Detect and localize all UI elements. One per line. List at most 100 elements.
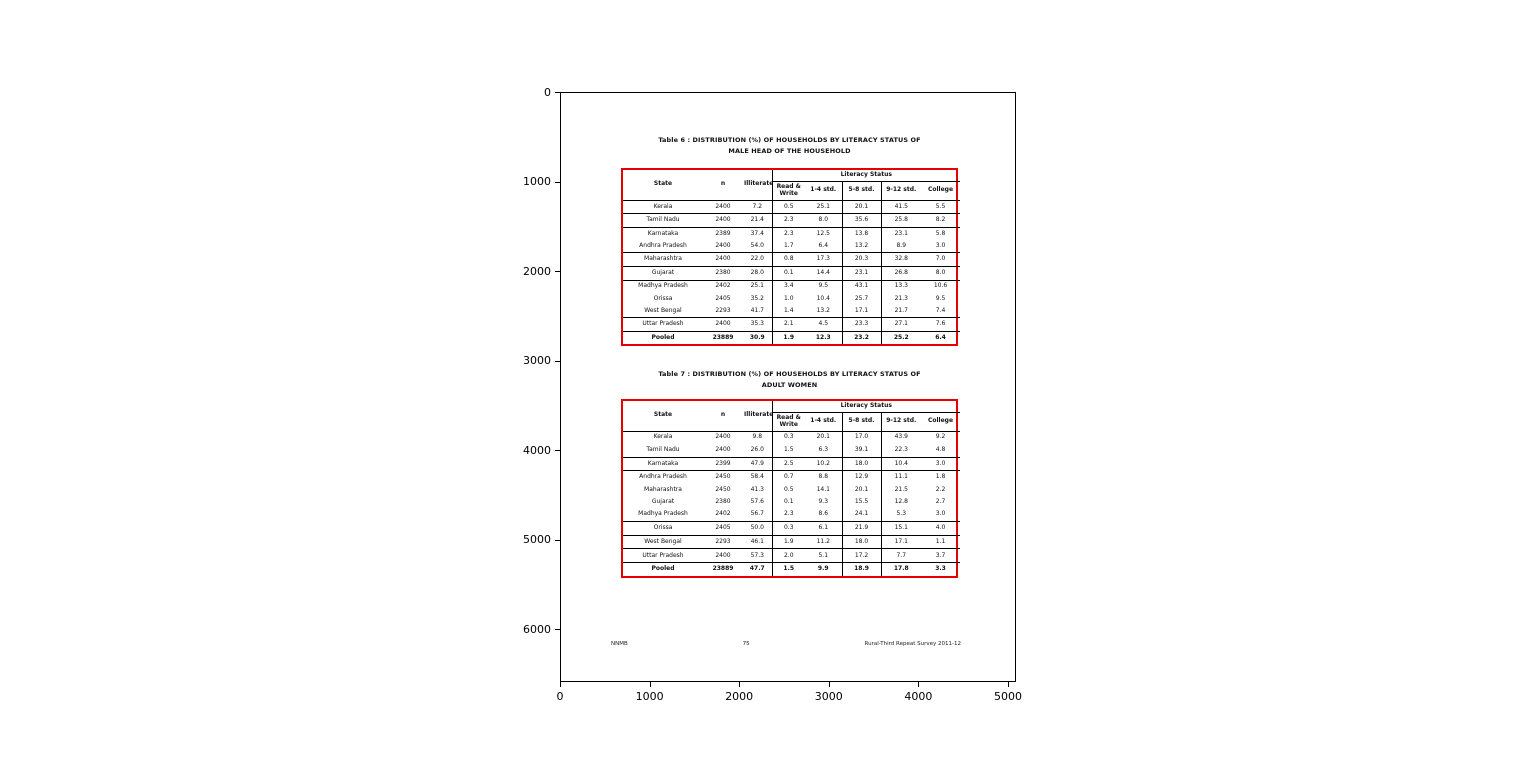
state-cell: West Bengal bbox=[623, 535, 703, 550]
value-cell: 13.2 bbox=[842, 240, 882, 254]
value-cell: 2.7 bbox=[935, 497, 946, 505]
value-cell: 2400 bbox=[703, 213, 743, 228]
value-cell: 35.6 bbox=[842, 213, 882, 228]
state-cell: Karnataka bbox=[623, 457, 703, 472]
table-row: Gujarat 2380 28.0 0.1 14.4 23.1 26.8 8.0 bbox=[623, 266, 961, 281]
value-cell: 1.7 bbox=[772, 240, 805, 254]
value-cell: 12.5 bbox=[805, 227, 843, 241]
y-tick-mark bbox=[555, 450, 560, 451]
state-cell: Madhya Pradesh bbox=[638, 282, 688, 290]
value-cell: 6.3 bbox=[805, 444, 843, 458]
value-cell: 8.0 bbox=[921, 266, 961, 281]
y-tick-mark bbox=[555, 539, 560, 541]
value-cell: 41.7 bbox=[743, 304, 773, 318]
value-cell: 2293 bbox=[703, 535, 743, 550]
table-row: Madhya Pradesh 2402 56.7 2.3 8.6 24.1 5.3 3.0 bbox=[623, 508, 961, 522]
value-cell: 2399 bbox=[703, 457, 743, 472]
value-cell: 3.4 bbox=[783, 282, 794, 290]
state-cell: Maharashtra bbox=[623, 252, 703, 267]
state-cell: Uttar Pradesh bbox=[623, 548, 703, 564]
state-cell: Maharashtra bbox=[644, 485, 682, 493]
value-cell: 21.3 bbox=[894, 294, 908, 302]
value-cell: 23.1 bbox=[842, 266, 882, 281]
table-row: Andhra Pradesh 2450 58.4 0.7 8.8 12.9 11.1 1.8 bbox=[623, 470, 960, 484]
column-header: 9-12 std. bbox=[881, 412, 921, 432]
value-cell: 2.1 bbox=[772, 317, 805, 332]
value-cell: 22.0 bbox=[743, 252, 773, 267]
value-cell: 2402 bbox=[715, 282, 731, 290]
value-cell: 2.3 bbox=[783, 229, 794, 237]
table-6-literacy-male-head: State n Illiterate Literacy Status Read & Wr… bbox=[621, 168, 961, 346]
value-cell: 27.1 bbox=[881, 317, 921, 332]
column-header: Illiterate bbox=[743, 401, 773, 432]
value-cell: 9.2 bbox=[935, 433, 946, 441]
value-cell: 43.9 bbox=[894, 433, 908, 441]
column-header: State bbox=[623, 401, 703, 432]
scanned-document-page: Table 6 : DISTRIBUTION (%) OF HOUSEHOLDS… bbox=[561, 93, 1015, 681]
value-cell: 2400 bbox=[703, 252, 743, 267]
value-cell: 24.1 bbox=[842, 508, 882, 522]
x-tick-mark bbox=[1008, 682, 1009, 687]
group-header-literacy-status: Literacy Status bbox=[772, 170, 961, 182]
table-row: Karnataka 2399 47.9 2.5 10.2 18.0 10.4 3.0 bbox=[623, 457, 961, 472]
state-cell: Andhra Pradesh bbox=[623, 240, 703, 254]
value-cell: 32.8 bbox=[881, 252, 921, 267]
y-tick-label: 1000 bbox=[523, 175, 551, 188]
value-cell: 17.0 bbox=[842, 431, 882, 444]
table-row: Tamil Nadu 2400 21.4 2.3 8.0 35.6 25.8 8.2 bbox=[623, 213, 961, 228]
value-cell: 20.1 bbox=[842, 200, 882, 215]
table-row: Madhya Pradesh 2402 25.1 3.4 9.5 43.1 13.3 10.6 bbox=[623, 280, 960, 293]
y-tick-label: 0 bbox=[544, 85, 551, 99]
state-cell: Tamil Nadu bbox=[623, 444, 703, 458]
value-cell: 18.0 bbox=[842, 457, 882, 472]
y-tick-mark bbox=[555, 629, 560, 630]
value-cell: 1.8 bbox=[935, 473, 946, 481]
value-cell: 2380 bbox=[703, 266, 743, 281]
state-cell: Pooled bbox=[651, 333, 675, 341]
value-cell: 7.0 bbox=[921, 252, 961, 267]
column-header: Illiterate bbox=[743, 170, 773, 201]
value-cell: 21.4 bbox=[743, 213, 773, 228]
state-cell: Gujarat bbox=[623, 266, 703, 281]
value-cell: 13.3 bbox=[894, 282, 908, 290]
column-header: 1-4 std. bbox=[805, 412, 843, 432]
value-cell: 37.4 bbox=[743, 227, 773, 241]
x-tick-mark bbox=[918, 682, 920, 687]
value-cell: 12.3 bbox=[805, 331, 843, 344]
value-cell: 4.5 bbox=[805, 317, 843, 332]
value-cell: 47.7 bbox=[743, 562, 773, 576]
table-row: Orissa 2405 35.2 1.0 10.4 25.7 21.3 9.5 bbox=[623, 292, 960, 305]
value-cell: 2.5 bbox=[772, 457, 805, 472]
table-row: Pooled 23889 47.7 1.5 9.9 18.9 17.8 3.3 bbox=[623, 562, 960, 576]
value-cell: 21.5 bbox=[894, 485, 908, 493]
value-cell: 1.1 bbox=[921, 535, 961, 550]
y-tick-label: 2000 bbox=[523, 264, 551, 278]
value-cell: 0.5 bbox=[772, 200, 805, 215]
table-6-title: Table 6 : DISTRIBUTION (%) OF HOUSEHOLDS… bbox=[621, 135, 958, 156]
x-tick-mark bbox=[739, 682, 741, 687]
footer-org: NNMB bbox=[611, 641, 628, 647]
value-cell: 0.7 bbox=[783, 473, 794, 481]
value-cell: 8.6 bbox=[805, 508, 843, 522]
y-tick-mark bbox=[555, 271, 560, 272]
table-row: Maharashtra 2400 22.0 0.8 17.3 20.3 32.8 7.0 bbox=[623, 252, 961, 267]
value-cell: 25.8 bbox=[881, 213, 921, 228]
value-cell: 1.0 bbox=[783, 294, 794, 302]
value-cell: 10.4 bbox=[805, 292, 843, 305]
value-cell: 28.0 bbox=[743, 266, 773, 281]
value-cell: 12.8 bbox=[894, 497, 908, 505]
value-cell: 17.1 bbox=[842, 304, 882, 318]
y-tick-mark bbox=[555, 92, 560, 93]
value-cell: 12.9 bbox=[842, 470, 882, 484]
value-cell: 17.3 bbox=[805, 252, 843, 267]
data-table: State n Illiterate Literacy Status Read & Wr… bbox=[623, 401, 961, 576]
value-cell: 2400 bbox=[703, 317, 743, 332]
value-cell: 15.5 bbox=[842, 496, 882, 509]
value-cell: 4.8 bbox=[921, 444, 961, 458]
value-cell: 2402 bbox=[703, 508, 743, 522]
state-cell: Orissa bbox=[653, 294, 673, 302]
value-cell: 2293 bbox=[703, 304, 743, 318]
value-cell: 0.5 bbox=[783, 485, 794, 493]
table-row: Kerala 2400 7.2 0.5 25.1 20.1 41.5 5.5 bbox=[623, 200, 961, 215]
